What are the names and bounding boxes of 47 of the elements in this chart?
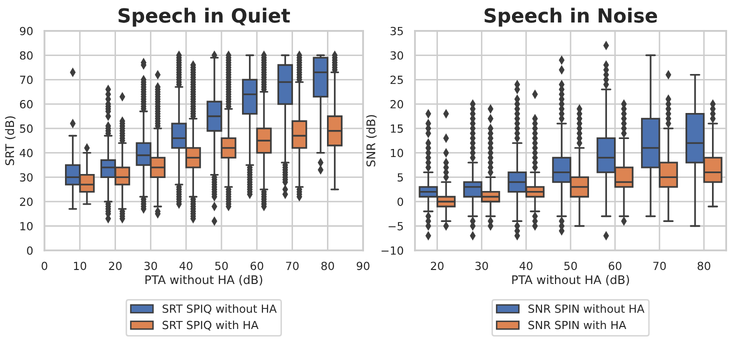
x-tick-label: 30 [144, 262, 157, 270]
y-tick-label: 30 [390, 51, 404, 60]
y-tick-label: 90 [20, 26, 33, 36]
x-tick-label: 20 [430, 262, 444, 270]
y-axis-title: SRT (dB) [5, 116, 16, 166]
legend-label: SRT SPIQ with HA [162, 320, 258, 330]
y-tick-label: 40 [20, 148, 33, 158]
x-tick-label: 90 [356, 262, 370, 270]
y-axis-title: SNR (dB) [366, 115, 377, 166]
chart-title: Speech in Quiet [118, 8, 290, 27]
x-tick-label: 40 [180, 262, 192, 270]
y-tick-label: 60 [20, 100, 33, 108]
x-axis-title: PTA without HA (dB) [145, 275, 262, 286]
x-tick-label: 60 [250, 262, 264, 270]
y-tick-label: −10 [382, 246, 404, 255]
x-tick-label: 60 [608, 262, 622, 270]
x-tick-label: 20 [109, 262, 122, 270]
y-tick-label: 0 [398, 198, 404, 206]
y-tick-label: 0 [27, 246, 33, 255]
y-tick-label: 20 [390, 100, 404, 108]
legend-label: SRT SPIQ without HA [162, 304, 277, 314]
y-tick-label: 50 [20, 124, 33, 133]
chart-title: Speech in Noise [484, 8, 658, 27]
x-tick-label: 70 [286, 262, 299, 270]
x-tick-label: 10 [74, 262, 86, 270]
x-tick-label: 80 [321, 262, 334, 270]
x-tick-label: 70 [653, 262, 666, 270]
legend-label: SNR SPIN without HA [528, 304, 644, 313]
y-tick-label: 15 [390, 124, 403, 133]
y-tick-label: 35 [390, 26, 403, 36]
legend-label: SNR SPIN with HA [528, 320, 626, 330]
x-tick-label: 40 [520, 262, 532, 270]
y-tick-label: 10 [390, 148, 404, 158]
y-tick-label: 30 [20, 173, 33, 182]
y-tick-label: 80 [20, 51, 33, 60]
y-tick-label: 10 [20, 222, 33, 230]
x-axis-title: PTA without HA (dB) [512, 275, 629, 286]
y-tick-label: 5 [398, 173, 403, 182]
x-tick-label: 50 [564, 262, 577, 270]
x-tick-label: 0 [42, 262, 48, 270]
x-tick-label: 50 [215, 262, 228, 270]
y-tick-label: 70 [20, 76, 33, 84]
y-tick-label: −5 [388, 222, 403, 230]
y-tick-label: 20 [20, 198, 33, 206]
x-tick-label: 30 [475, 262, 488, 270]
y-tick-label: 25 [390, 76, 403, 84]
x-tick-label: 80 [698, 262, 710, 270]
